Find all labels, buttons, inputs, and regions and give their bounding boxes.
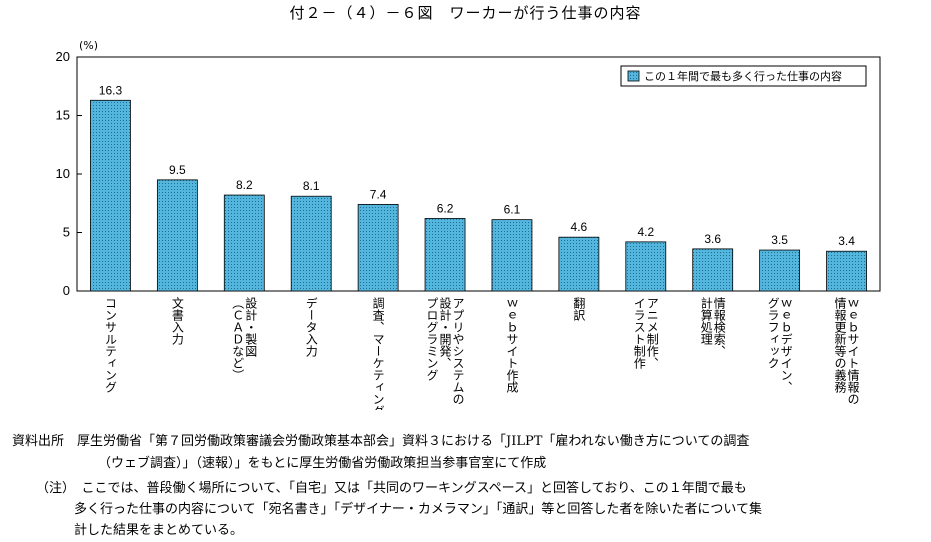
bar xyxy=(357,204,399,292)
bar-value-label: 9.5 xyxy=(169,163,186,177)
bar xyxy=(826,250,867,292)
bar xyxy=(223,194,265,292)
y-tick-label: 15 xyxy=(56,108,70,123)
category-label: ｗｅｂサイト作成 xyxy=(505,297,519,394)
legend-box xyxy=(620,65,867,87)
y-tick-label: 5 xyxy=(63,225,70,240)
category-label: ｗｅｂデザイン、 xyxy=(779,297,793,393)
note-line-2: 多く行った仕事の内容について「宛名書き」「デザイナー・カメラマン」「通訳」等と回… xyxy=(74,502,762,517)
bar xyxy=(90,99,131,292)
category-label: データ入力 xyxy=(304,297,318,358)
legend-swatch xyxy=(627,70,640,82)
bar-value-label: 8.2 xyxy=(236,178,253,192)
bar xyxy=(759,249,801,292)
bar-value-label: 6.1 xyxy=(504,203,521,217)
category-label: 情報検索、 xyxy=(712,297,726,357)
category-label: コンサルティング xyxy=(103,297,117,393)
bar xyxy=(290,195,332,292)
category-label: 計算処理 xyxy=(699,296,713,345)
note-line-3: 計した結果をまとめている。 xyxy=(74,523,244,538)
legend-label: この１年間で最も多く行った仕事の内容 xyxy=(644,69,842,83)
bar-value-label: 4.6 xyxy=(571,220,588,234)
y-unit-label: (%) xyxy=(79,39,98,52)
category-label: アニメ制作、 xyxy=(645,297,659,369)
bar-value-label: 7.4 xyxy=(370,187,387,201)
category-label: アプリやシステムの xyxy=(451,297,465,405)
bar xyxy=(156,179,198,292)
category-label: グラフィック xyxy=(766,297,780,369)
bar-value-label: 16.3 xyxy=(99,83,123,97)
bar xyxy=(692,248,734,292)
bar-value-label: 6.2 xyxy=(437,201,454,215)
category-label: 翻訳 xyxy=(572,297,586,321)
y-tick-label: 10 xyxy=(56,166,70,181)
y-tick-label: 20 xyxy=(56,49,70,64)
note-line-1: （注） ここでは、普段働く場所について、「自宅」又は「共同のワーキングスペース」… xyxy=(36,481,747,496)
bar-value-label: 3.5 xyxy=(771,233,788,247)
category-label: プログラミング xyxy=(425,297,439,381)
category-label: 情報更新等の義務 xyxy=(833,297,847,394)
source-line-1: 資料出所 厚生労働省「第７回労働政策審議会労働政策基本部会」資料３における「JI… xyxy=(12,434,750,449)
bar xyxy=(491,219,533,292)
bar-value-label: 8.1 xyxy=(303,179,320,193)
category-label: 設計・開発、 xyxy=(438,296,452,369)
bar xyxy=(558,236,600,292)
y-tick-label: 0 xyxy=(63,283,70,298)
category-label: 設計・製図 xyxy=(244,296,258,357)
bar xyxy=(625,241,667,292)
category-label: ｗｅｂサイト情報の xyxy=(846,297,860,405)
bar xyxy=(424,218,466,292)
bar-value-label: 3.4 xyxy=(838,234,855,248)
bar-chart: 0 5 10 15 20 (%) 16.3 コンサルティング 9.5 文書入力 8.2 設計・製図（… xyxy=(56,39,881,410)
category-label: （ＣＡＤなど） xyxy=(231,297,245,381)
category-label: 文書入力 xyxy=(170,296,184,346)
bar-value-label: 4.2 xyxy=(637,225,654,239)
category-label: イラスト制作 xyxy=(632,297,646,369)
chart-title: 付２－（４）－６図 ワーカーが行う仕事の内容 xyxy=(289,4,642,22)
source-line-2: （ウェブ調査）」（速報）」をもとに厚生労働省労働政策担当参事官室にて作成 xyxy=(98,456,547,471)
bar-value-label: 3.6 xyxy=(704,232,721,246)
category-label: 調査、マーケティング xyxy=(371,297,385,410)
